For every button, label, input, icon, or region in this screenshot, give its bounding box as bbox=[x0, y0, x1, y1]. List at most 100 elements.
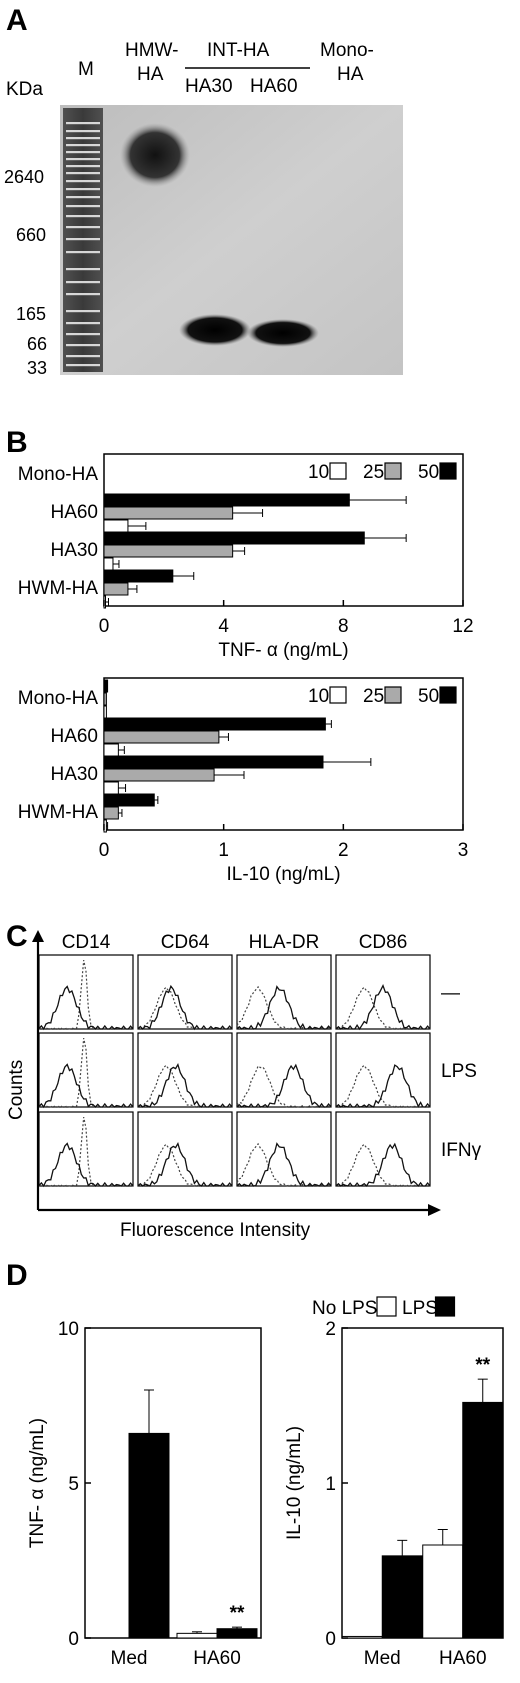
ladder-band bbox=[66, 333, 100, 336]
x-tick-label: 8 bbox=[338, 616, 349, 637]
ladder-band bbox=[66, 215, 100, 218]
hmw-ha-smear bbox=[120, 123, 190, 187]
marker-2640: 2640 bbox=[4, 167, 44, 187]
lane-label-mono-line2: HA bbox=[337, 64, 364, 85]
bar-lps-med bbox=[381, 1555, 423, 1639]
x-tick-label: 2 bbox=[338, 840, 349, 861]
lane-label-hmw-line2: HA bbox=[137, 64, 164, 85]
marker-histogram-curve bbox=[335, 983, 431, 1031]
ladder-band bbox=[66, 355, 100, 358]
bar-lps-med bbox=[128, 1432, 170, 1639]
isotype-control-curve bbox=[335, 986, 431, 1030]
y-axis-label: TNF- α (ng/mL) bbox=[27, 1418, 48, 1548]
marker-histogram-curve bbox=[236, 1063, 332, 1109]
ladder-band bbox=[66, 281, 100, 284]
isotype-control-curve bbox=[236, 1142, 332, 1187]
group-label-int-ha: INT-HA bbox=[207, 40, 270, 61]
x-tick-label: 0 bbox=[99, 616, 110, 637]
bar-50-ha60 bbox=[103, 717, 326, 731]
histogram-cd86-medium bbox=[335, 954, 431, 1031]
ladder-band bbox=[66, 238, 100, 241]
ladder-band bbox=[66, 344, 100, 347]
counts-axis-label: Counts bbox=[6, 1060, 27, 1120]
lane-label-ha60: HA60 bbox=[250, 76, 298, 97]
ladder-band bbox=[66, 130, 100, 133]
lane-label-mono-ha: Mono- HA bbox=[320, 40, 379, 85]
panel-a-gel: KDa M HMW- HA INT-HA HA30 HA60 Mono- HA … bbox=[4, 40, 403, 378]
category-label-ha30: HA30 bbox=[50, 540, 98, 561]
marker-165: 165 bbox=[16, 304, 46, 324]
lane-label-hmw-line1: HMW- bbox=[125, 40, 178, 61]
ladder-band bbox=[66, 196, 100, 199]
bar-no-lps-ha60 bbox=[176, 1632, 218, 1639]
legend-swatch-lps bbox=[434, 1296, 456, 1317]
row-label-medium: — bbox=[441, 983, 460, 1004]
ha30-band bbox=[179, 314, 251, 346]
histogram-cd64-ifn bbox=[137, 1111, 233, 1187]
category-label-med: Med bbox=[111, 1648, 148, 1669]
y-tick-label: 0 bbox=[68, 1629, 79, 1650]
legend-label-50: 50 bbox=[418, 462, 439, 483]
y-tick-label: 0 bbox=[325, 1629, 336, 1650]
isotype-control-curve bbox=[335, 1143, 431, 1187]
marker-histogram-curve bbox=[236, 1142, 332, 1187]
histogram-hla-dr-lps bbox=[236, 1032, 332, 1109]
ladder-band bbox=[66, 158, 100, 161]
bar-25-mono-ha bbox=[103, 692, 107, 706]
bar-lps-ha60 bbox=[462, 1401, 504, 1639]
bar-50-hwm-ha bbox=[103, 793, 155, 807]
histogram-grid bbox=[38, 954, 431, 1188]
x-tick-label: 4 bbox=[218, 616, 229, 637]
legend-label-no-lps: No LPS bbox=[312, 1298, 377, 1319]
bar-lps-ha60 bbox=[216, 1628, 258, 1639]
histogram-hla-dr-ifn bbox=[236, 1111, 332, 1187]
column-label-cd86: CD86 bbox=[359, 932, 408, 953]
ladder-bands bbox=[66, 122, 100, 367]
legend-label-10: 10 bbox=[308, 462, 329, 483]
ladder-band bbox=[66, 137, 100, 140]
ladder-band bbox=[66, 364, 100, 367]
row-label-lps: LPS bbox=[441, 1061, 477, 1082]
category-label-med: Med bbox=[364, 1648, 401, 1669]
legend-label-25: 25 bbox=[363, 462, 384, 483]
ladder-band bbox=[66, 293, 100, 296]
ladder-band bbox=[66, 205, 100, 208]
ladder-band bbox=[66, 180, 100, 183]
ha60-band bbox=[247, 319, 319, 347]
plot-frame bbox=[103, 453, 464, 607]
marker-histogram-curve bbox=[236, 985, 332, 1030]
marker-histogram-curve bbox=[137, 1062, 233, 1108]
bar-50-hwm-ha bbox=[103, 569, 174, 583]
kda-label: KDa bbox=[6, 79, 43, 100]
category-label-mono-ha: Mono-HA bbox=[18, 688, 99, 709]
histogram-frame bbox=[137, 1032, 233, 1108]
histogram-frame bbox=[38, 1111, 134, 1187]
column-label-cd14: CD14 bbox=[62, 932, 111, 953]
bar-25-ha60 bbox=[103, 506, 234, 520]
ladder-band bbox=[66, 322, 100, 325]
marker-66: 66 bbox=[27, 334, 47, 354]
column-labels: CD14 CD64 HLA-DR CD86 bbox=[62, 932, 408, 953]
ladder-band bbox=[66, 268, 100, 271]
ladder-band bbox=[66, 122, 100, 125]
bar-25-hwm-ha bbox=[103, 806, 119, 820]
fluorescence-arrowhead bbox=[428, 1204, 441, 1216]
counts-arrowhead bbox=[32, 930, 44, 942]
panel-letter-a: A bbox=[6, 4, 28, 37]
bar-50-mono-ha bbox=[103, 679, 109, 693]
significance-marker: ** bbox=[475, 1355, 490, 1376]
category-label-ha60: HA60 bbox=[439, 1648, 487, 1669]
significance-marker: ** bbox=[230, 1603, 245, 1624]
legend-swatch-50 bbox=[439, 462, 457, 480]
lane-label-mono-line1: Mono- bbox=[320, 40, 374, 61]
x-tick-label: 12 bbox=[452, 616, 473, 637]
histogram-frame bbox=[38, 1032, 134, 1108]
tnf-alpha-lps-bar-chart: Med ** HA60 0 5 10 TNF- α (ng/mL) bbox=[27, 1319, 262, 1669]
histogram-frame bbox=[335, 1032, 431, 1108]
bar-50-ha30 bbox=[103, 531, 365, 545]
ladder-band bbox=[66, 144, 100, 147]
marker-660: 660 bbox=[16, 225, 46, 245]
column-label-hla-dr: HLA-DR bbox=[249, 932, 320, 953]
lane-label-m: M bbox=[78, 59, 94, 80]
